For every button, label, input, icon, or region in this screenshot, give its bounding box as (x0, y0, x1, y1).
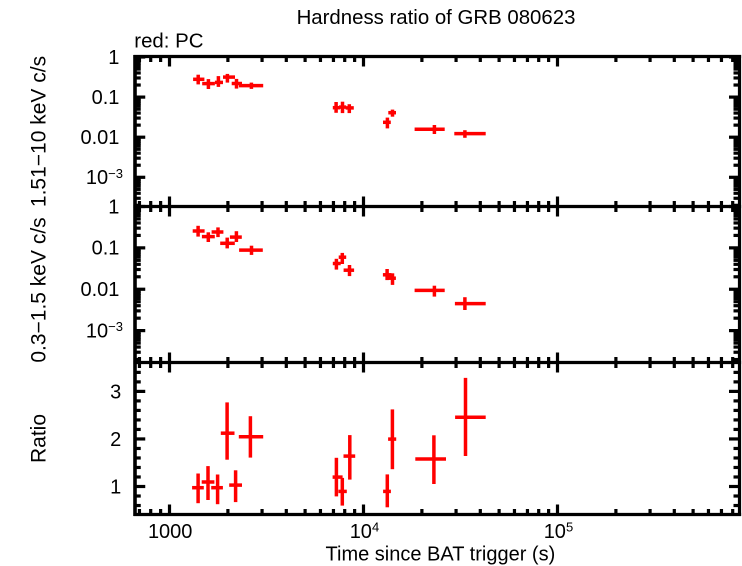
svg-text:1: 1 (108, 196, 119, 218)
svg-text:1000: 1000 (148, 521, 193, 543)
svg-text:3: 3 (110, 381, 121, 403)
svg-text:0.1: 0.1 (92, 87, 120, 109)
svg-text:1: 1 (110, 477, 121, 499)
svg-text:105: 105 (544, 520, 573, 543)
svg-text:104: 104 (350, 520, 379, 543)
svg-text:0.1: 0.1 (92, 238, 120, 260)
svg-text:Time since BAT trigger (s): Time since BAT trigger (s) (326, 543, 556, 565)
svg-text:0.01: 0.01 (80, 279, 119, 301)
svg-text:1.51−10 keV c/s: 1.51−10 keV c/s (28, 56, 51, 207)
svg-text:red: PC: red: PC (134, 31, 203, 53)
svg-text:0.3−1.5 keV c/s: 0.3−1.5 keV c/s (28, 217, 51, 362)
svg-text:Hardness ratio of GRB 080623: Hardness ratio of GRB 080623 (297, 7, 576, 29)
svg-text:0.01: 0.01 (80, 127, 119, 149)
svg-text:2: 2 (110, 429, 121, 451)
svg-text:1: 1 (108, 47, 119, 69)
svg-text:Ratio: Ratio (28, 414, 51, 463)
